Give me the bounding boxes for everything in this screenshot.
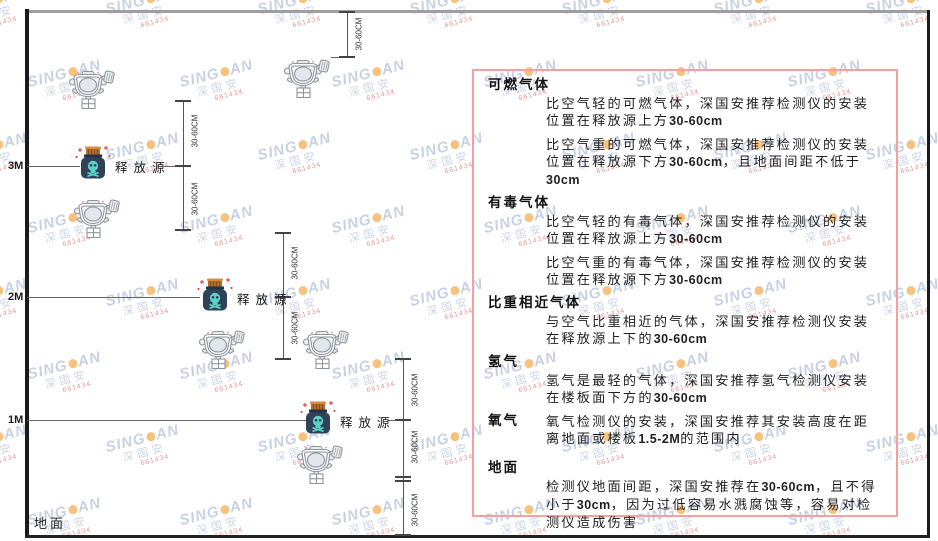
release-source-label: 释放源 — [340, 416, 396, 430]
dimension-tick — [275, 296, 291, 298]
panel-section: 地面检测仪地面间距，深国安推荐在30-60cm，且不得小于30cm，因为过低容易… — [474, 460, 896, 531]
gas-detector — [67, 69, 115, 114]
dimension-tick — [395, 480, 411, 482]
dimension-label: 30-60CM — [290, 311, 300, 345]
panel-section-paragraph: 比空气轻的可燃气体，深国安推荐检测仪的安装位置在释放源上方30-60cm — [546, 96, 870, 128]
dimension-tick — [175, 229, 191, 231]
dimension-tick — [339, 56, 355, 58]
release-source — [73, 145, 113, 188]
release-source-icon — [197, 278, 233, 311]
height-axis-label: 2M — [8, 291, 24, 303]
dimension-label: 30-60CM — [190, 114, 200, 148]
ground-label: 地面 — [34, 516, 67, 531]
gas-detector-icon — [73, 199, 120, 239]
dimension-tick — [175, 165, 191, 167]
dimension-line — [402, 359, 404, 535]
panel-section-paragraph: 与空气比重相近的气体，深国安推荐检测仪安装在释放源上下的30-60cm — [546, 314, 870, 346]
gas-detector-icon — [302, 330, 349, 370]
dimension-tick — [275, 232, 291, 234]
gas-detector — [72, 198, 120, 243]
ceiling-line — [27, 10, 929, 13]
dimension-tick — [395, 419, 411, 421]
gas-detector — [282, 58, 330, 103]
left-wall-line — [25, 9, 29, 537]
panel-section: 氢气氢气是最轻的气体，深国安推荐氢气检测仪安装在楼板面下方的30-60cm — [474, 354, 896, 407]
dimension-tick — [339, 11, 355, 13]
panel-section-paragraph: 比空气重的有毒气体，深国安推荐检测仪的安装位置在释放源下方30-60cm — [546, 255, 870, 287]
dimension-line — [346, 12, 348, 57]
gas-detector-icon — [198, 330, 245, 370]
panel-section-heading: 可燃气体 — [488, 77, 550, 92]
gas-detector-icon — [283, 59, 330, 99]
gas-detector — [197, 329, 245, 374]
release-source-label: 释放源 — [115, 161, 171, 175]
leader-line — [164, 165, 183, 167]
leader-line — [27, 165, 80, 167]
release-source-icon — [300, 401, 336, 434]
leader-line — [27, 296, 200, 298]
height-axis-label: 1M — [8, 414, 24, 426]
panel-section-heading: 有毒气体 — [488, 195, 550, 210]
floor-line — [25, 535, 930, 538]
right-wall-line — [927, 10, 930, 537]
info-panel: 可燃气体比空气轻的可燃气体，深国安推荐检测仪的安装位置在释放源上方30-60cm… — [472, 69, 898, 530]
gas-detector-icon — [68, 70, 115, 110]
dimension-label: 30-60CM — [410, 493, 420, 527]
release-source — [195, 277, 235, 320]
gas-detector — [301, 329, 349, 374]
dimension-tick — [395, 358, 411, 360]
dimension-tick — [395, 534, 411, 536]
panel-section: 氧气 氧气检测仪的安装，深国安推荐其安装高度在距离地面或楼板1.5-2M的范围内 — [474, 413, 896, 448]
gas-detector-icon — [296, 445, 343, 485]
dimension-tick — [275, 358, 291, 360]
panel-section-heading: 氧气 — [488, 413, 519, 428]
dimension-label: 30-60CM — [190, 182, 200, 216]
panel-section: 有毒气体比空气轻的有毒气体，深国安推荐检测仪的安装位置在释放源上方30-60cm… — [474, 195, 896, 289]
gas-detector — [295, 444, 343, 489]
dimension-label: 30-60CM — [410, 430, 420, 464]
dimension-label: 30-60CM — [410, 373, 420, 407]
release-source-icon — [75, 146, 111, 179]
dimension-label: 30-60CM — [354, 17, 364, 51]
release-source — [298, 400, 338, 443]
panel-section-paragraph: 比空气重的可燃气体，深国安推荐检测仪的安装位置在释放源下方30-60cm，且地面… — [546, 137, 870, 187]
leader-line — [27, 419, 306, 421]
panel-section-heading: 氢气 — [488, 354, 519, 369]
dimension-tick — [175, 100, 191, 102]
dimension-tick — [395, 476, 411, 478]
panel-section: 可燃气体比空气轻的可燃气体，深国安推荐检测仪的安装位置在释放源上方30-60cm… — [474, 77, 896, 189]
release-source-label: 释放源 — [237, 293, 293, 307]
panel-section: 比重相近气体与空气比重相近的气体，深国安推荐检测仪安装在释放源上下的30-60c… — [474, 295, 896, 348]
panel-section-paragraph: 比空气轻的有毒气体，深国安推荐检测仪的安装位置在释放源上方30-60cm — [546, 214, 870, 246]
panel-section-heading: 比重相近气体 — [488, 295, 581, 310]
dimension-label: 30-60CM — [290, 246, 300, 280]
panel-section-heading: 地面 — [488, 460, 519, 475]
panel-section-paragraph: 氢气是最轻的气体，深国安推荐氢气检测仪安装在楼板面下方的30-60cm — [546, 373, 870, 405]
dimension-line — [282, 233, 284, 359]
height-axis-label: 3M — [8, 160, 24, 172]
panel-section-paragraph: 检测仪地面间距，深国安推荐在30-60cm，且不得小于30cm，因为过低容易水溅… — [546, 479, 877, 530]
panel-section-paragraph: 氧气检测仪的安装，深国安推荐其安装高度在距离地面或楼板1.5-2M的范围内 — [546, 414, 870, 446]
